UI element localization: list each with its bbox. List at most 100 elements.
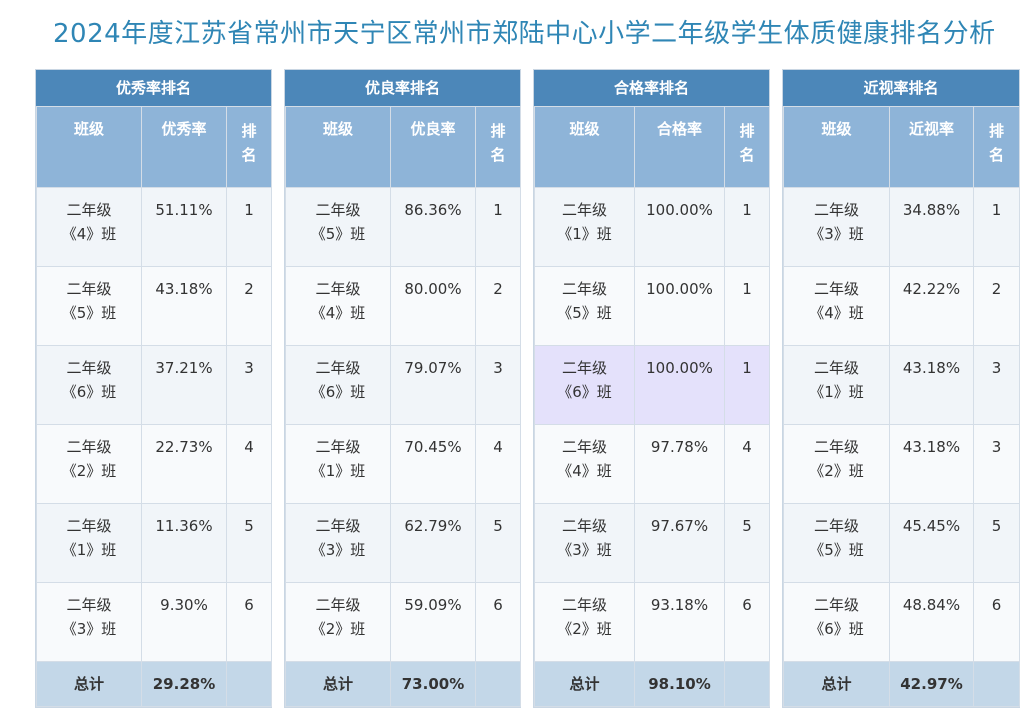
table-row: 二年级 《2》班 93.18% 6 xyxy=(534,582,770,662)
rate-value-cell: 100.00% xyxy=(634,266,725,346)
column-header-class: 班级 xyxy=(534,106,635,188)
panel-header: 近视率排名 xyxy=(783,70,1019,106)
table-row: 二年级 《5》班 45.45% 5 xyxy=(783,503,1020,583)
grade-label: 二年级 xyxy=(813,359,859,377)
class-name-cell: 二年级 《3》班 xyxy=(285,503,391,583)
grade-label: 二年级 xyxy=(561,359,607,377)
total-rank-empty xyxy=(724,661,770,707)
column-header-class: 班级 xyxy=(36,106,142,188)
rate-value-cell: 100.00% xyxy=(634,345,725,425)
rate-value-cell: 79.07% xyxy=(390,345,476,425)
rate-value-cell: 59.09% xyxy=(390,582,476,662)
ranking-panel-4: 近视率排名 班级 近视率排名二年级 《3》班 34.88% 1 二年级 《4》班 42.22% 2… xyxy=(782,69,1020,708)
grade-label: 二年级 xyxy=(315,438,361,456)
class-name-cell: 二年级《2》班 xyxy=(534,582,635,662)
rank-cell: 4 xyxy=(226,424,272,504)
column-header-class: 班级 xyxy=(783,106,890,188)
rate-value-cell: 9.30% xyxy=(141,582,227,662)
class-name-cell: 二年级 《3》班 xyxy=(534,503,635,583)
column-header-rank: 排名 xyxy=(973,106,1020,188)
total-rank-empty xyxy=(475,661,521,707)
rate-value-cell: 43.18% xyxy=(889,345,974,425)
class-name-cell: 二年级 《5》班 xyxy=(285,187,391,267)
grade-label: 二年级 xyxy=(66,280,112,298)
table-row: 二年级 《4》班 97.78% 4 xyxy=(534,424,770,504)
column-header-rank: 排名 xyxy=(226,106,272,188)
class-name-cell: 二年级《4》班 xyxy=(783,266,890,346)
column-header-class: 班级 xyxy=(285,106,391,188)
class-label: 《5》班 xyxy=(809,541,864,559)
rank-cell: 3 xyxy=(973,345,1020,425)
class-name-cell: 二年级 《4》班 xyxy=(36,187,142,267)
total-value: 98.10% xyxy=(634,661,725,707)
rank-cell: 1 xyxy=(475,187,521,267)
class-label: 《6》班 xyxy=(310,383,366,401)
column-header-rate: 合格率 xyxy=(634,106,725,188)
table-row: 二年级 《4》班 42.22% 2 xyxy=(783,266,1020,346)
grade-label: 二年级 xyxy=(561,596,607,614)
class-name-cell: 二年级 《4》班 xyxy=(534,424,635,504)
class-name-cell: 二年级《4》班 xyxy=(285,266,391,346)
table-row: 二年级 《2》班 59.09% 6 xyxy=(285,582,521,662)
rate-value-cell: 70.45% xyxy=(390,424,476,504)
class-name-cell: 二年级 《1》班 xyxy=(36,503,142,583)
total-row: 总计 73.00% xyxy=(285,661,521,707)
class-label: 《2》班 xyxy=(557,620,612,638)
total-row: 总计 98.10% xyxy=(534,661,770,707)
table-row: 二年级 《5》班 100.00% 1 xyxy=(534,266,770,346)
table-row: 二年级 《3》班 97.67% 5 xyxy=(534,503,770,583)
class-label: 《3》班 xyxy=(809,225,864,243)
rate-value-cell: 62.79% xyxy=(390,503,476,583)
total-rank-empty xyxy=(973,661,1020,707)
ranking-panel-1: 优秀率排名 班级 优秀率排名二年级 《4》班 51.11% 1 二年级 《5》班 43.18% 2… xyxy=(35,69,272,708)
rate-value-cell: 45.45% xyxy=(889,503,974,583)
class-label: 《1》班 xyxy=(61,541,117,559)
class-name-cell: 二年级 《1》班 xyxy=(534,187,635,267)
table-row: 二年级 《2》班 22.73% 4 xyxy=(36,424,272,504)
table-row: 二年级 《5》班 43.18% 2 xyxy=(36,266,272,346)
rank-cell: 3 xyxy=(973,424,1020,504)
class-label: 《3》班 xyxy=(61,620,117,638)
grade-label: 二年级 xyxy=(813,438,859,456)
rate-value-cell: 51.11% xyxy=(141,187,227,267)
rank-cell: 2 xyxy=(226,266,272,346)
class-label: 《3》班 xyxy=(310,541,366,559)
rank-cell: 6 xyxy=(724,582,770,662)
class-label: 《2》班 xyxy=(61,462,117,480)
total-row: 总计 29.28% xyxy=(36,661,272,707)
grade-label: 二年级 xyxy=(561,201,607,219)
class-name-cell: 二年级 《5》班 xyxy=(783,503,890,583)
table-row: 二年级 《1》班 100.00% 1 xyxy=(534,187,770,267)
table-row: 二年级 《3》班 62.79% 5 xyxy=(285,503,521,583)
class-label: 《4》班 xyxy=(557,462,612,480)
ranking-table: 班级 近视率排名二年级 《3》班 34.88% 1 二年级 《4》班 42.22% 2 二年级 《1… xyxy=(783,106,1020,707)
class-label: 《4》班 xyxy=(809,304,864,322)
class-name-cell: 二年级 《3》班 xyxy=(783,187,890,267)
class-label: 《2》班 xyxy=(310,620,366,638)
table-row: 二年级 《2》班 43.18% 3 xyxy=(783,424,1020,504)
grade-label: 二年级 xyxy=(813,280,859,298)
grade-label: 二年级 xyxy=(315,280,361,298)
class-label: 《5》班 xyxy=(61,304,117,322)
table-row: 二年级 《1》班 70.45% 4 xyxy=(285,424,521,504)
rate-value-cell: 22.73% xyxy=(141,424,227,504)
class-label: 《4》班 xyxy=(310,304,366,322)
rank-cell: 5 xyxy=(475,503,521,583)
table-row: 二年级 《6》班 79.07% 3 xyxy=(285,345,521,425)
rank-cell: 3 xyxy=(475,345,521,425)
rank-cell: 1 xyxy=(724,187,770,267)
rate-value-cell: 48.84% xyxy=(889,582,974,662)
rank-cell: 1 xyxy=(724,266,770,346)
panel-header: 合格率排名 xyxy=(534,70,769,106)
rank-cell: 1 xyxy=(226,187,272,267)
class-name-cell: 二年级《3》班 xyxy=(36,582,142,662)
panel-header: 优良率排名 xyxy=(285,70,520,106)
class-name-cell: 二年级 《6》班 xyxy=(783,582,890,662)
rate-value-cell: 43.18% xyxy=(889,424,974,504)
grade-label: 二年级 xyxy=(66,596,112,614)
grade-label: 二年级 xyxy=(561,280,607,298)
table-row: 二年级 《6》班 48.84% 6 xyxy=(783,582,1020,662)
rate-value-cell: 37.21% xyxy=(141,345,227,425)
class-name-cell: 二年级 《5》班 xyxy=(534,266,635,346)
rank-cell: 1 xyxy=(973,187,1020,267)
